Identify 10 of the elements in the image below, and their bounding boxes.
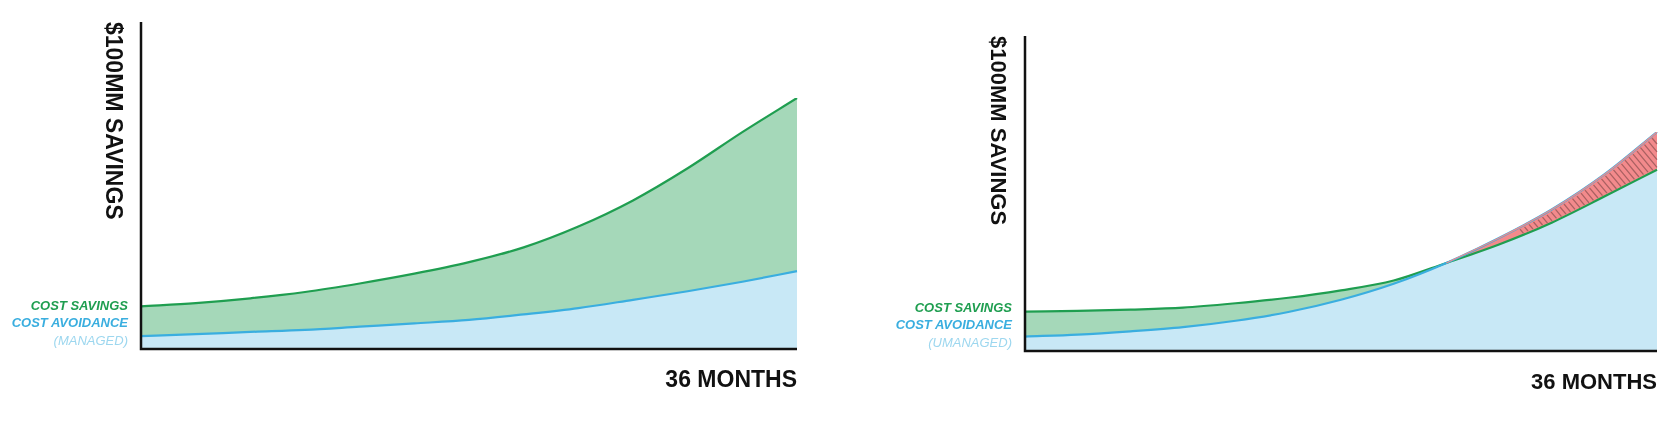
series-label: COST SAVINGS	[914, 299, 1013, 315]
y-axis-title: $100MM SAVINGS	[985, 36, 1011, 226]
series-label: COST AVOIDANCE	[895, 317, 1013, 333]
y-axis-title: $100MM SAVINGS	[100, 22, 127, 220]
series-label: COST SAVINGS	[30, 297, 129, 313]
series-label: COST AVOIDANCE	[11, 315, 129, 331]
x-axis-title: 36 MONTHS	[1531, 369, 1657, 395]
x-axis-title: 36 MONTHS	[665, 366, 797, 393]
text: (UMANAGED)	[928, 334, 1012, 350]
text: (MANAGED)	[53, 332, 128, 348]
